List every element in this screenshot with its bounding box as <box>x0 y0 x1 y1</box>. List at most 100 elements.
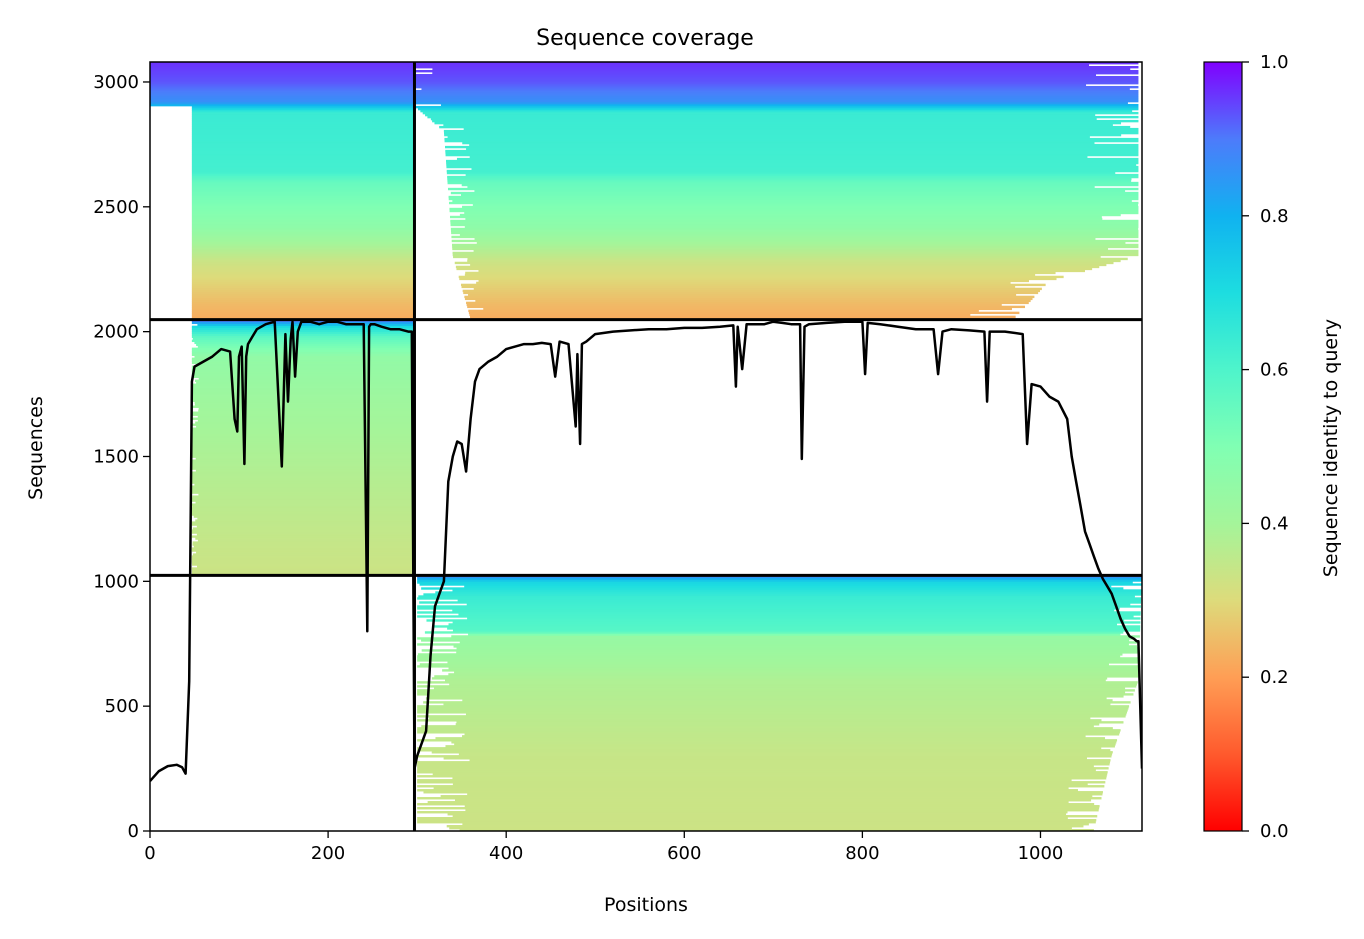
heatmap-row <box>466 301 1029 305</box>
heatmap-row <box>465 217 1103 221</box>
heatmap-row <box>191 239 415 243</box>
heatmap-row <box>150 89 415 93</box>
heatmap-row <box>452 589 1142 592</box>
plot-frame <box>149 61 1143 832</box>
heatmap-row <box>191 193 415 197</box>
heatmap-row <box>191 453 415 456</box>
heatmap-row <box>417 643 1129 646</box>
heatmap-block-chain-b-msa <box>417 575 1142 831</box>
heatmap-row <box>468 309 979 313</box>
heatmap-row <box>191 249 415 253</box>
heatmap-row <box>150 91 415 95</box>
heatmap-row <box>449 215 1102 219</box>
heatmap-row <box>456 647 1140 650</box>
heatmap-row <box>191 119 415 123</box>
heatmap-row <box>445 745 1115 748</box>
heatmap-row <box>456 721 1124 724</box>
heatmap-row <box>191 293 415 297</box>
heatmap-row <box>425 113 1096 117</box>
heatmap-row <box>417 615 1134 618</box>
heatmap-row <box>467 259 1121 263</box>
heatmap-row <box>192 553 415 556</box>
heatmap-row <box>191 171 415 175</box>
heatmap-row <box>431 751 1113 754</box>
heatmap-row <box>191 561 415 564</box>
heatmap-row <box>191 491 415 494</box>
heatmap-row <box>196 343 415 347</box>
heatmap-row <box>459 233 1139 237</box>
heatmap-row <box>191 233 415 237</box>
heatmap-row <box>467 257 1128 261</box>
heatmap-row <box>420 109 1133 113</box>
heatmap-row <box>192 563 415 566</box>
heatmap-row <box>417 607 1120 610</box>
heatmap-row <box>191 141 415 145</box>
heatmap-row <box>445 159 1139 163</box>
heatmap-row <box>191 547 415 550</box>
heatmap-row <box>414 95 1139 99</box>
heatmap-row <box>191 277 415 281</box>
heatmap-row <box>191 217 415 221</box>
heatmap-row <box>443 123 1113 127</box>
heatmap-row <box>417 821 1096 824</box>
heatmap-row <box>432 119 1139 123</box>
heatmap-row <box>191 335 415 339</box>
heatmap-row <box>472 203 1139 207</box>
heatmap-row <box>460 283 1046 287</box>
heatmap-row <box>417 707 1129 710</box>
heatmap-row <box>197 517 415 520</box>
heatmap-row <box>447 179 1132 183</box>
heatmap-row <box>196 425 415 428</box>
heatmap-row <box>191 397 415 400</box>
heatmap-row <box>191 467 415 470</box>
heatmap-row <box>191 139 415 143</box>
heatmap-row <box>191 129 415 133</box>
heatmap-row <box>192 527 415 530</box>
heatmap-row <box>450 227 1139 231</box>
heatmap-row <box>417 781 1106 784</box>
heatmap-row <box>150 97 415 101</box>
heatmap-row <box>464 733 1120 736</box>
heatmap-row <box>419 601 1142 604</box>
heatmap-row <box>419 583 1142 586</box>
heatmap-row <box>191 183 415 187</box>
heatmap-row <box>446 169 1139 173</box>
heatmap-row <box>191 329 415 333</box>
heatmap-row <box>469 143 1139 147</box>
heatmap-row <box>191 187 415 191</box>
heatmap-row <box>150 99 415 103</box>
heatmap-row <box>191 513 415 516</box>
heatmap-row <box>454 671 1139 674</box>
heatmap-row <box>417 761 1111 764</box>
heatmap-row <box>447 135 1090 139</box>
heatmap-row <box>191 463 415 466</box>
colorbar <box>1203 61 1243 832</box>
heatmap-row <box>191 243 415 247</box>
heatmap-row <box>417 577 1142 580</box>
heatmap-row <box>476 241 1126 245</box>
heatmap-block-chain-a-msa <box>191 319 415 576</box>
heatmap-row <box>459 829 1094 831</box>
heatmap-row <box>463 127 1139 131</box>
heatmap-row <box>191 135 415 139</box>
heatmap-row <box>191 195 415 199</box>
heatmap-row <box>192 543 415 546</box>
heatmap-row <box>417 715 1126 718</box>
heatmap-row <box>191 215 415 219</box>
heatmap-row <box>150 73 415 77</box>
heatmap-row <box>417 749 1111 752</box>
heatmap-row <box>191 117 415 121</box>
heatmap-row <box>195 537 415 540</box>
heatmap-row <box>191 265 415 269</box>
heatmap-row <box>150 69 415 73</box>
heatmap-row <box>458 613 1141 616</box>
heatmap-row <box>447 661 1140 664</box>
heatmap-row <box>191 223 415 227</box>
heatmap-row <box>468 293 1017 297</box>
heatmap-row <box>450 191 1139 195</box>
heatmap-row <box>444 133 1122 137</box>
heatmap-row <box>456 651 1139 654</box>
heatmap-row <box>473 287 1042 291</box>
heatmap-row <box>414 99 1139 103</box>
y-tick-label: 1500 <box>93 446 139 467</box>
